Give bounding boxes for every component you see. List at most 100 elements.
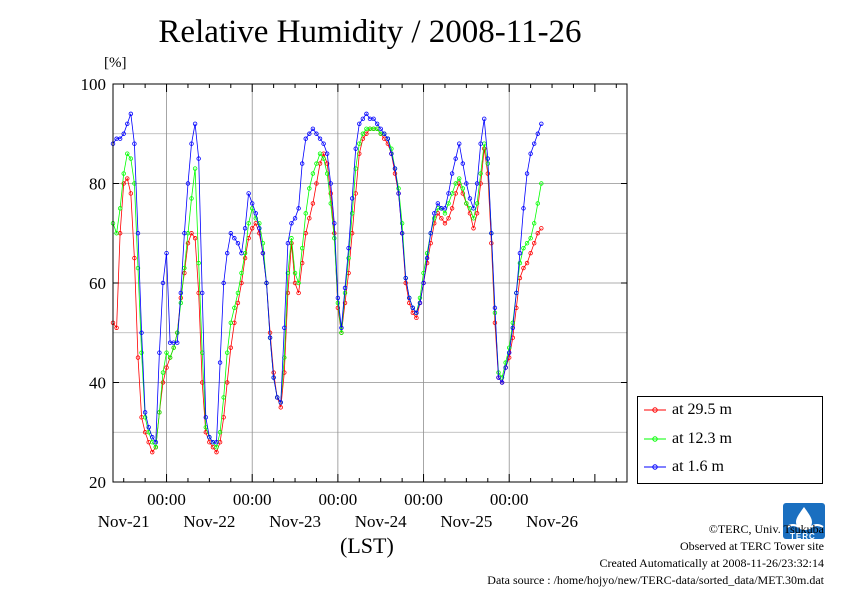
legend-marker-12-3m [644, 436, 666, 442]
x-time-label: 00:00 [233, 490, 272, 509]
data-point-2 [399, 231, 405, 236]
data-point-2 [135, 231, 141, 236]
data-point-2 [239, 250, 244, 256]
data-point-2 [517, 250, 523, 256]
data-point-2 [250, 201, 255, 206]
data-point-0 [474, 211, 480, 216]
data-point-2 [514, 290, 519, 296]
data-point-2 [289, 221, 294, 226]
data-point-1 [225, 350, 230, 355]
data-point-1 [239, 270, 244, 276]
data-point-2 [299, 161, 305, 166]
data-point-2 [453, 156, 458, 161]
data-point-2 [385, 136, 391, 141]
data-point-2 [457, 141, 462, 146]
data-point-2 [314, 131, 319, 136]
footer-created: Created Automatically at 2008-11-26/23:3… [599, 556, 824, 570]
data-point-2 [489, 231, 494, 236]
data-point-1 [175, 330, 180, 335]
data-point-0 [164, 365, 169, 370]
data-point-1 [357, 141, 362, 146]
data-point-2 [175, 340, 180, 345]
data-point-2 [507, 350, 512, 355]
data-point-0 [121, 181, 126, 186]
data-point-2 [535, 131, 540, 136]
data-point-2 [357, 121, 362, 126]
data-point-2 [196, 156, 201, 161]
data-point-2 [467, 196, 473, 201]
data-point-1 [478, 171, 483, 176]
data-point-2 [414, 310, 419, 316]
data-point-1 [246, 221, 251, 226]
data-point-1 [324, 171, 330, 176]
data-point-2 [274, 395, 280, 400]
data-point-1 [528, 236, 533, 241]
data-point-2 [539, 121, 544, 126]
data-point-2 [146, 425, 151, 430]
data-point-2 [178, 290, 184, 296]
data-point-2 [217, 360, 223, 365]
data-point-2 [389, 151, 394, 156]
data-point-2 [353, 146, 358, 151]
y-tick-label: 60 [89, 274, 106, 293]
data-point-1 [474, 201, 480, 206]
data-point-1 [417, 295, 423, 301]
data-point-1 [153, 444, 159, 450]
data-point-2 [432, 211, 437, 216]
data-point-2 [328, 181, 333, 186]
data-point-1 [503, 360, 508, 365]
data-point-2 [150, 435, 155, 440]
data-point-0 [471, 226, 476, 231]
data-point-2 [471, 206, 476, 211]
data-point-1 [235, 290, 241, 296]
data-point-2 [521, 206, 526, 211]
data-point-1 [171, 345, 176, 350]
data-point-0 [324, 161, 330, 166]
data-point-1 [442, 211, 448, 216]
data-point-1 [196, 260, 201, 266]
data-point-1 [164, 350, 169, 355]
data-point-0 [414, 315, 419, 321]
legend-item-12-3m: at 12.3 m [644, 428, 732, 450]
data-point-2 [332, 221, 337, 226]
data-point-2 [246, 191, 251, 196]
data-point-0 [310, 201, 316, 206]
data-point-0 [492, 320, 498, 325]
data-point-1 [253, 216, 258, 221]
data-point-2 [317, 136, 323, 141]
data-point-1 [285, 270, 291, 276]
data-point-1 [507, 345, 512, 350]
data-point-0 [242, 255, 248, 261]
data-point-1 [178, 300, 184, 306]
data-point-1 [317, 151, 323, 156]
data-point-2 [164, 250, 169, 256]
data-point-2 [189, 141, 194, 146]
chart-title: Relative Humidity / 2008-11-26 [158, 14, 582, 50]
data-point-2 [160, 280, 166, 286]
x-day-label: Nov-24 [355, 512, 407, 531]
data-point-1 [424, 250, 430, 256]
data-point-1 [453, 181, 458, 186]
series-line-0 [112, 128, 542, 453]
data-point-2 [446, 191, 451, 196]
logo-text: TERC [790, 532, 816, 541]
data-point-1 [157, 410, 162, 415]
data-point-2 [214, 440, 219, 445]
data-point-1 [521, 245, 526, 251]
data-point-2 [482, 116, 487, 122]
data-point-2 [324, 151, 330, 156]
data-point-0 [225, 380, 230, 385]
data-point-1 [139, 350, 144, 355]
data-point-1 [117, 206, 123, 211]
legend-item-1-6m: at 1.6 m [644, 456, 724, 478]
data-point-1 [539, 181, 544, 186]
data-point-1 [289, 236, 294, 241]
data-point-0 [125, 176, 130, 181]
data-point-2 [292, 216, 298, 221]
data-point-2 [264, 280, 269, 286]
data-point-2 [510, 325, 515, 330]
data-point-2 [407, 295, 412, 301]
data-point-0 [392, 171, 398, 176]
x-time-label: 00:00 [147, 490, 186, 509]
x-time-label: 00:00 [319, 490, 358, 509]
